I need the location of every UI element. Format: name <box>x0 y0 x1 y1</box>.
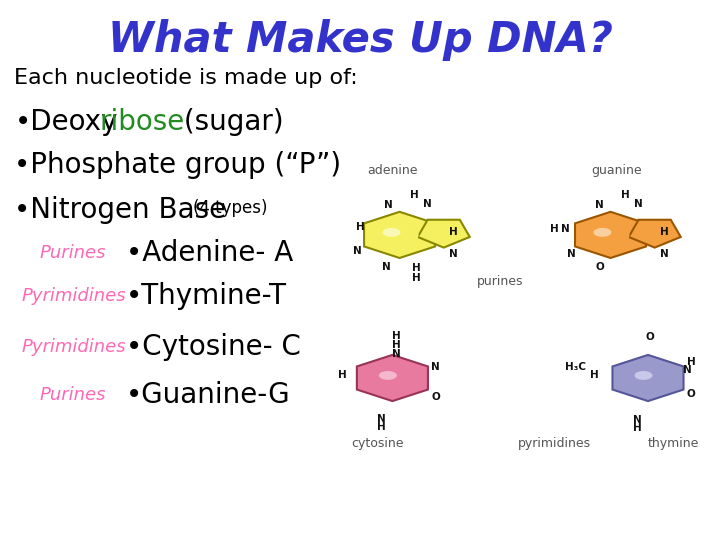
Ellipse shape <box>634 371 652 380</box>
Text: N: N <box>660 249 669 259</box>
Text: Purines: Purines <box>40 244 106 262</box>
Text: H: H <box>377 422 386 431</box>
Text: •Adenine- A: •Adenine- A <box>126 239 293 267</box>
Text: N: N <box>595 200 604 210</box>
Text: (sugar): (sugar) <box>175 107 284 136</box>
Text: H: H <box>412 273 420 283</box>
Polygon shape <box>613 355 683 401</box>
Text: H: H <box>550 225 559 234</box>
Text: N: N <box>561 225 570 234</box>
Polygon shape <box>629 220 680 247</box>
Text: N: N <box>431 362 440 372</box>
Text: N: N <box>354 246 362 256</box>
Text: Pyrimidines: Pyrimidines <box>22 338 126 356</box>
Ellipse shape <box>593 228 611 237</box>
Text: What Makes Up DNA?: What Makes Up DNA? <box>107 19 613 61</box>
Text: thymine: thymine <box>647 437 699 450</box>
Text: H: H <box>621 191 629 200</box>
Ellipse shape <box>382 228 400 237</box>
Text: O: O <box>431 392 440 402</box>
Text: N: N <box>633 415 642 425</box>
Polygon shape <box>357 355 428 401</box>
Text: N: N <box>384 200 393 210</box>
Text: O: O <box>595 262 604 272</box>
Text: H: H <box>687 357 696 367</box>
Text: •Guanine-G: •Guanine-G <box>126 381 291 409</box>
Text: cytosine: cytosine <box>352 437 404 450</box>
Text: N: N <box>449 249 458 259</box>
Text: N: N <box>423 199 431 209</box>
Text: adenine: adenine <box>367 164 418 177</box>
Text: H: H <box>412 264 420 273</box>
Ellipse shape <box>374 222 418 248</box>
Text: H: H <box>338 370 346 380</box>
Text: Pyrimidines: Pyrimidines <box>22 287 126 305</box>
Text: H: H <box>356 222 364 232</box>
Text: O: O <box>646 333 654 342</box>
Text: H: H <box>449 227 458 237</box>
Text: ribose: ribose <box>99 107 184 136</box>
Polygon shape <box>418 220 469 247</box>
Ellipse shape <box>585 222 629 248</box>
Text: •Deoxy: •Deoxy <box>14 107 118 136</box>
Ellipse shape <box>626 365 670 391</box>
Text: N: N <box>634 199 642 209</box>
Text: H: H <box>590 370 598 380</box>
Text: N: N <box>382 262 391 272</box>
Text: H: H <box>392 340 400 349</box>
Text: H: H <box>660 227 669 237</box>
Text: O: O <box>687 389 696 399</box>
Text: Each nucleotide is made up of:: Each nucleotide is made up of: <box>14 68 358 89</box>
Text: guanine: guanine <box>591 164 642 177</box>
Text: purines: purines <box>477 275 523 288</box>
Polygon shape <box>364 212 435 258</box>
Text: H: H <box>392 331 400 341</box>
Text: •Phosphate group (“P”): •Phosphate group (“P”) <box>14 151 341 179</box>
Text: N: N <box>567 249 575 259</box>
Text: H: H <box>633 423 642 433</box>
Text: H: H <box>410 191 418 200</box>
Text: •Cytosine- C: •Cytosine- C <box>126 333 301 361</box>
Polygon shape <box>575 212 646 258</box>
Text: N: N <box>392 349 400 359</box>
Text: N: N <box>683 365 692 375</box>
Text: •Thymine-T: •Thymine-T <box>126 282 287 310</box>
Text: N: N <box>377 414 386 423</box>
Ellipse shape <box>370 365 415 391</box>
Ellipse shape <box>379 371 397 380</box>
Text: Purines: Purines <box>40 386 106 404</box>
Text: •Nitrogen Base: •Nitrogen Base <box>14 195 235 224</box>
Text: pyrimidines: pyrimidines <box>518 437 591 450</box>
Text: H₃C: H₃C <box>565 362 587 372</box>
Text: (4 types): (4 types) <box>193 199 267 218</box>
